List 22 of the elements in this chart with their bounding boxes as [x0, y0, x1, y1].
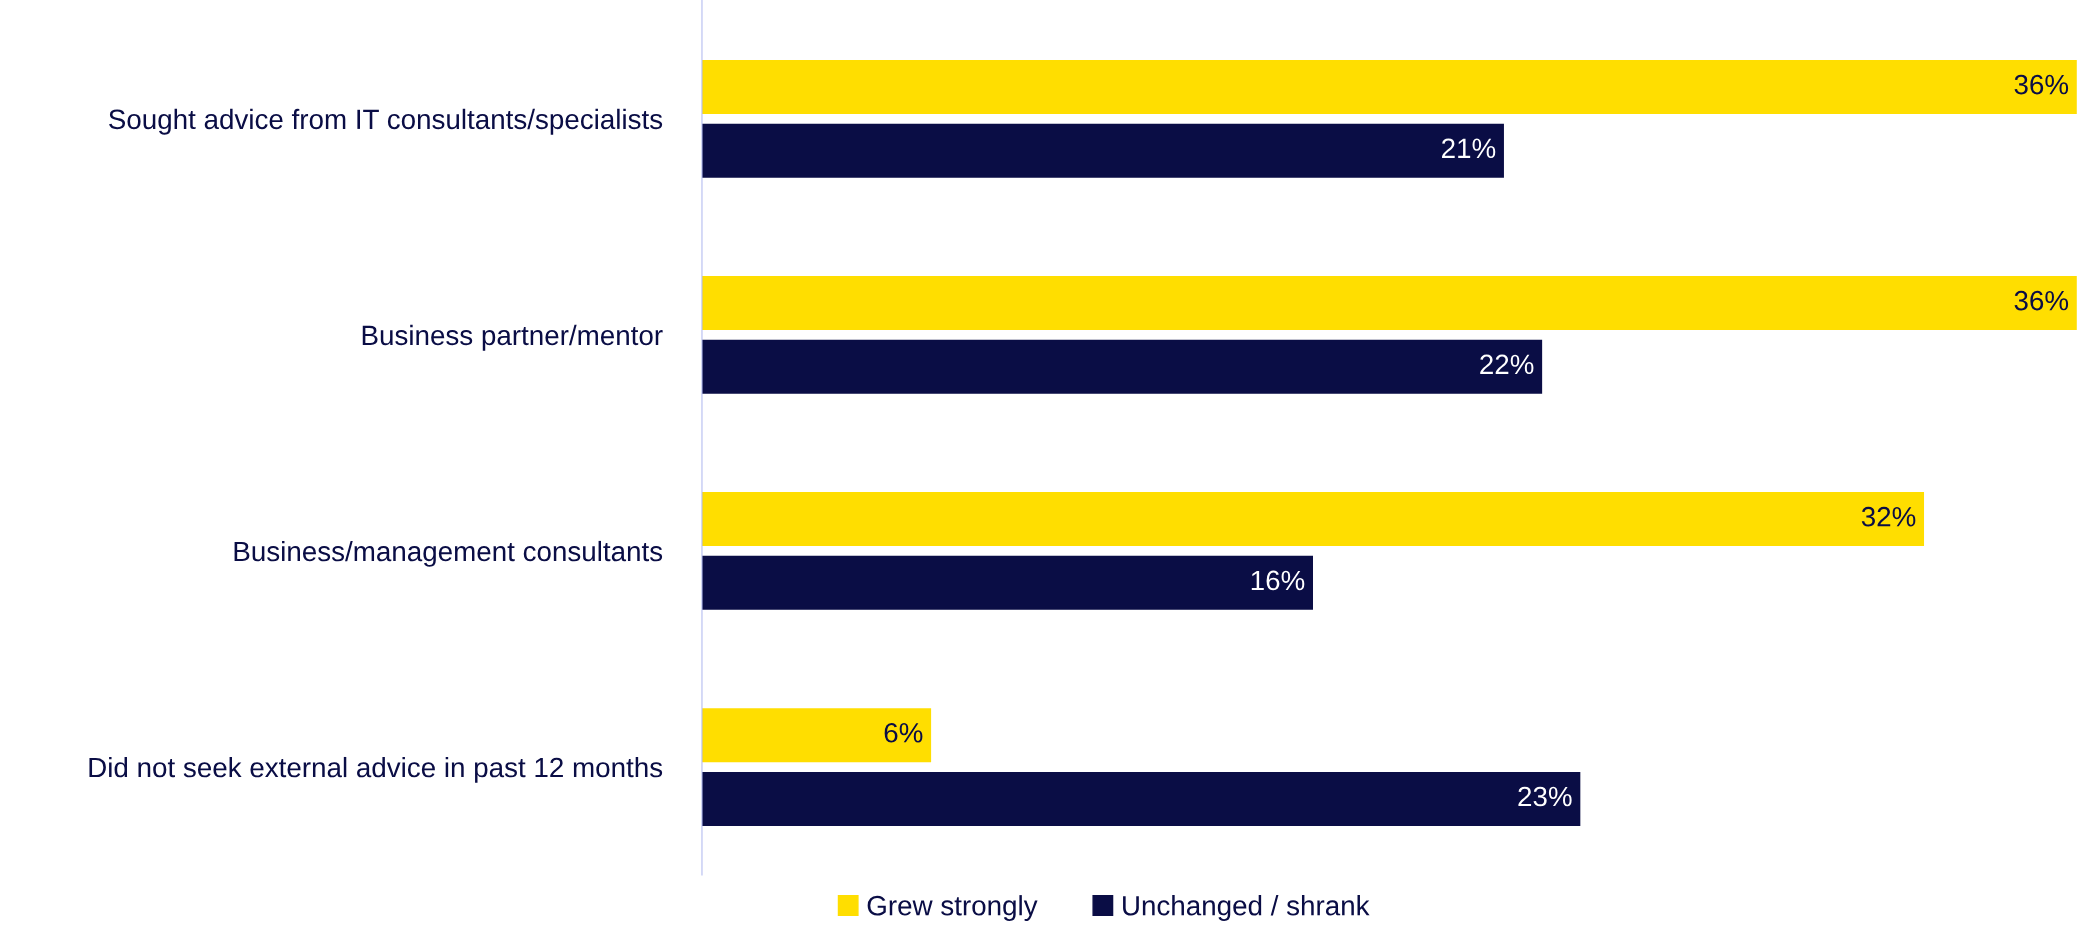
- y-tick-label: Sought advice from IT consultants/specialists: [109, 108, 663, 135]
- bar: [701, 771, 1581, 826]
- bar: [701, 339, 1543, 394]
- bar: [701, 708, 932, 763]
- bar: [701, 276, 2077, 331]
- bar: [701, 123, 1504, 178]
- data-label: 6%: [884, 722, 923, 743]
- data-label: 21%: [1442, 138, 1496, 159]
- data-label: 23%: [1518, 786, 1572, 807]
- data-label: 32%: [1861, 506, 1916, 527]
- legend-label: Unchanged / shrank: [1123, 895, 1370, 921]
- bar: [701, 59, 2077, 114]
- data-label: 22%: [1480, 354, 1534, 375]
- y-tick-label: Did not seek external advice in past 12 months: [89, 756, 663, 783]
- data-label: 36%: [2014, 74, 2069, 95]
- y-tick-label: Business partner/mentor: [362, 324, 663, 351]
- data-label: 16%: [1251, 570, 1305, 591]
- y-tick-label: Business/management consultants: [234, 540, 663, 567]
- legend-label: Grew strongly: [867, 895, 1038, 921]
- bar: [701, 492, 1925, 547]
- bar: [701, 555, 1313, 610]
- data-label: 36%: [2014, 290, 2069, 311]
